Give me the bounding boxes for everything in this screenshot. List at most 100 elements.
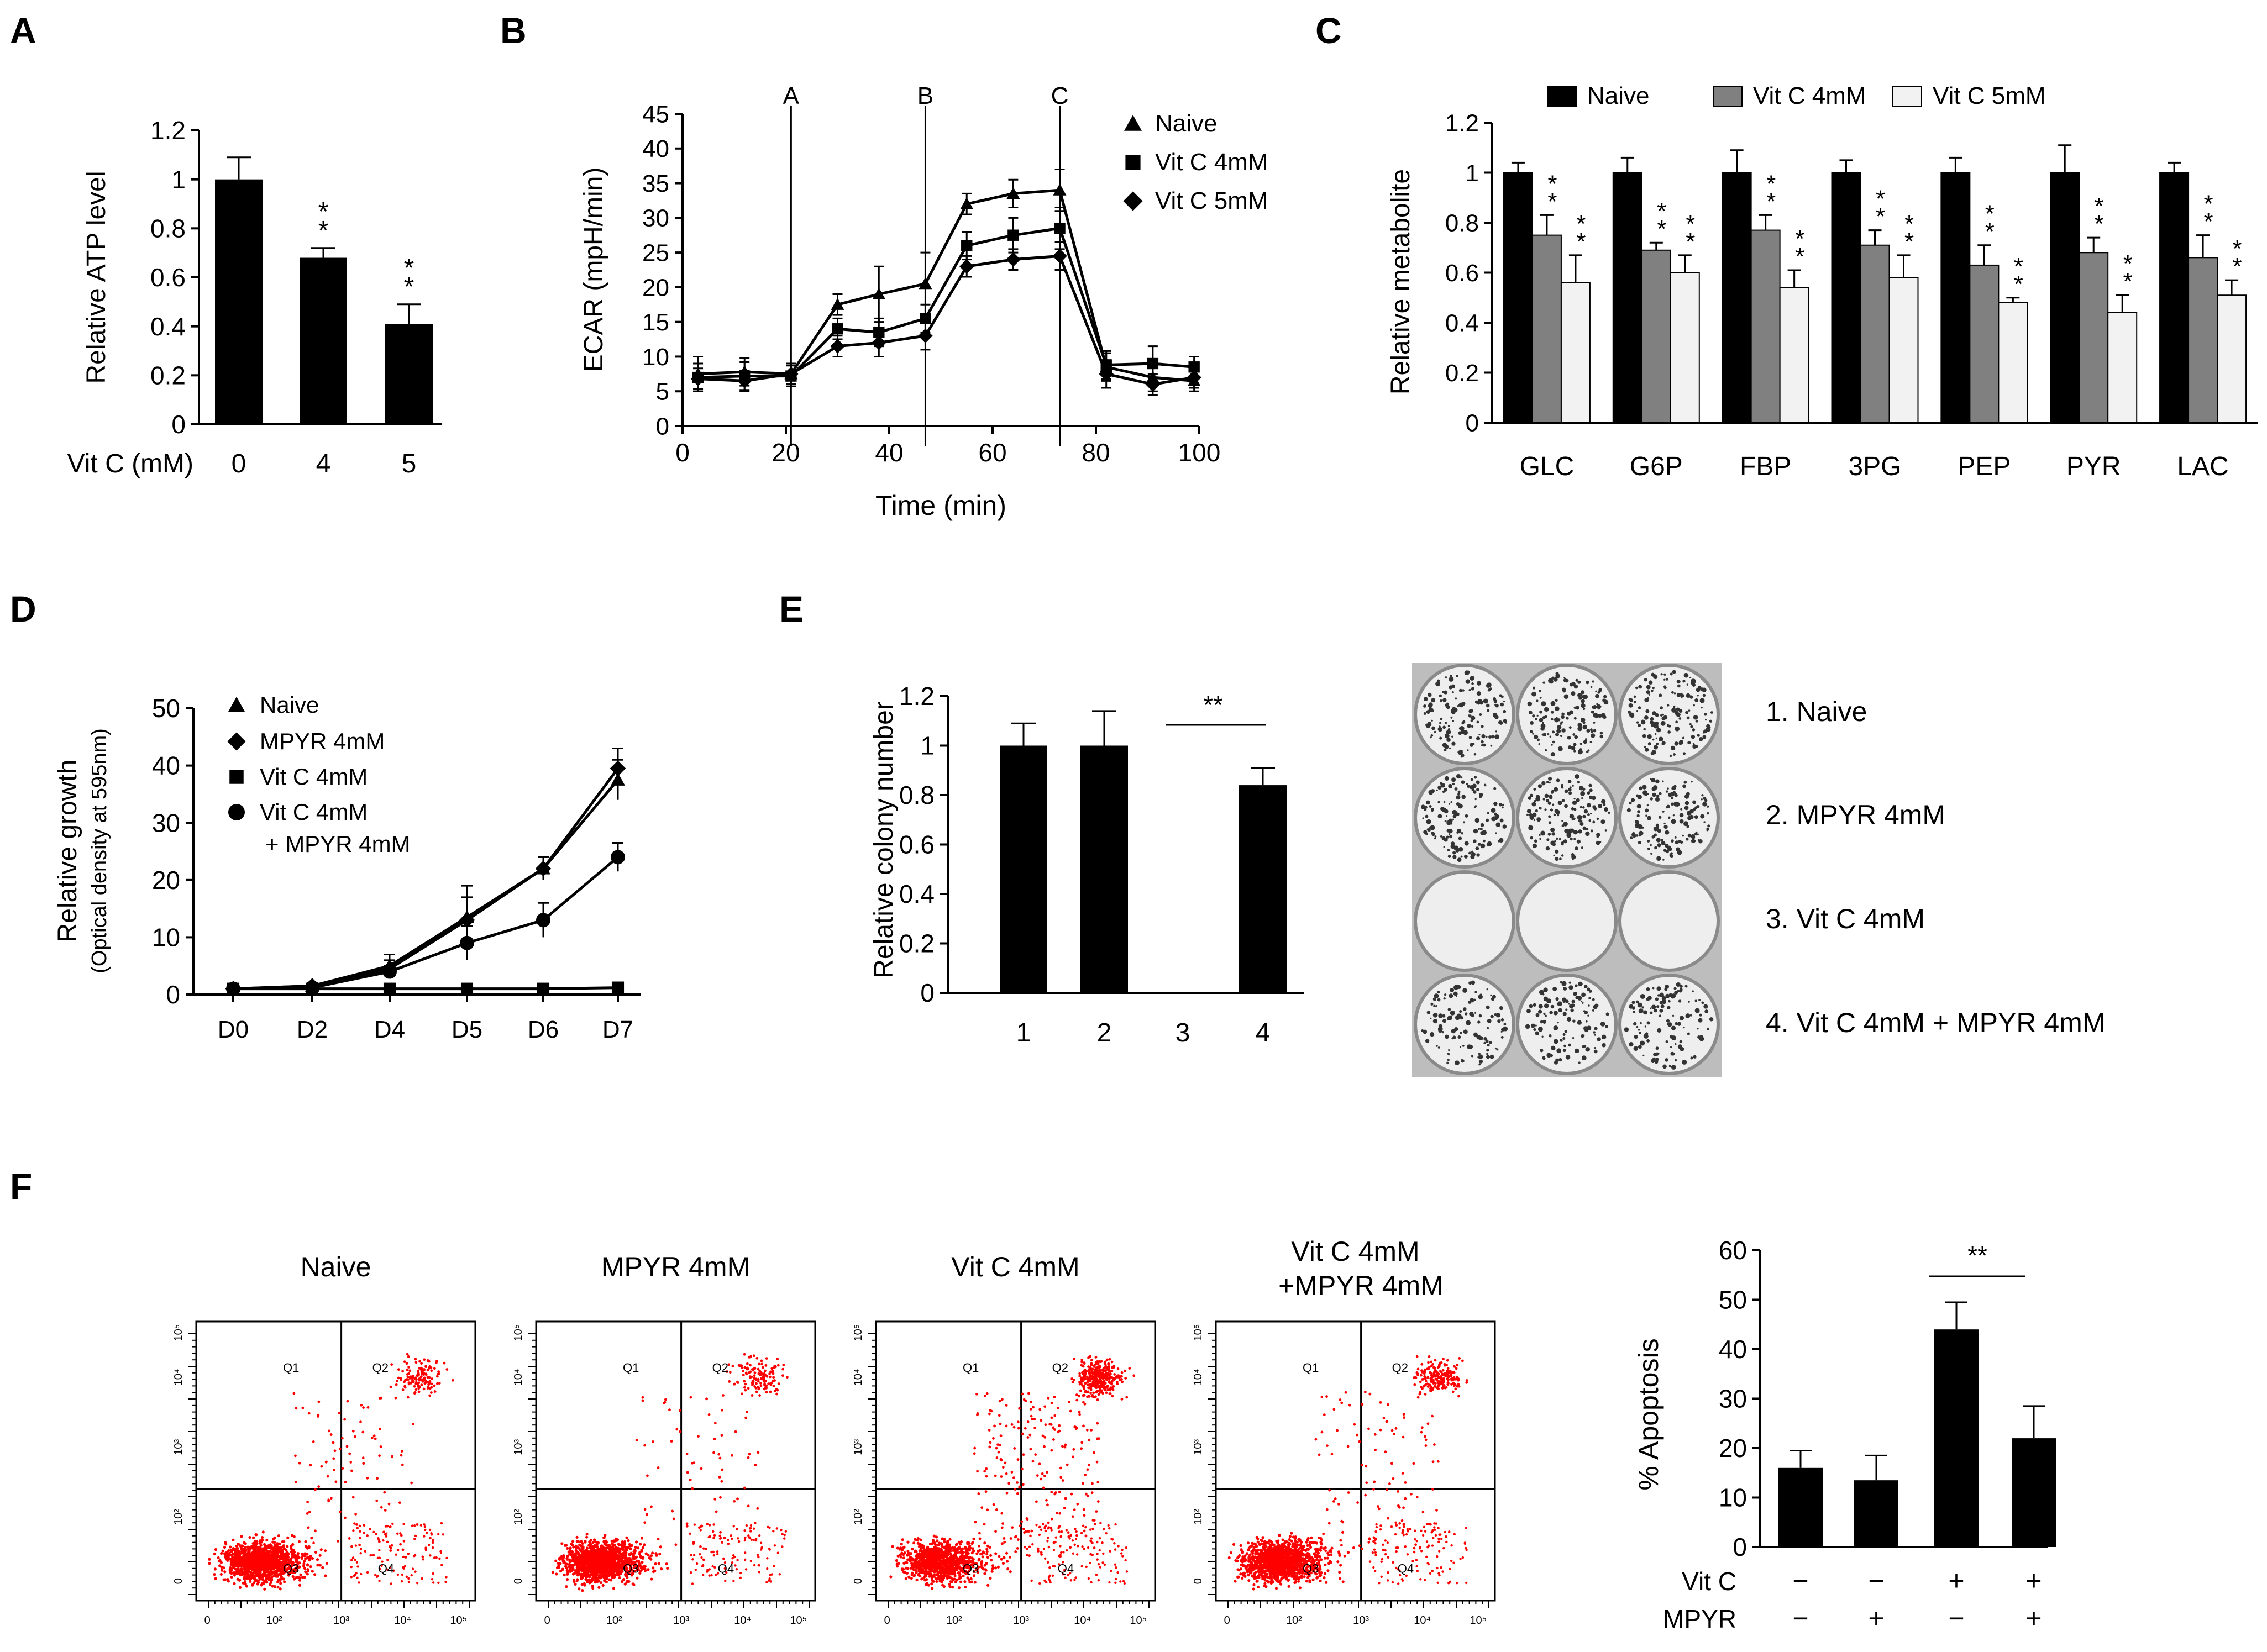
y-tick-label: 0 (166, 980, 180, 1009)
data-point (1187, 370, 1201, 385)
cell-point (378, 1580, 381, 1582)
cell-point (220, 1565, 223, 1569)
colony (1551, 744, 1553, 746)
cell-point (341, 1467, 344, 1470)
cell-point (632, 1583, 636, 1587)
cell-point (250, 1545, 254, 1548)
cell-point (391, 1522, 394, 1525)
cell-point (290, 1555, 294, 1559)
cell-point (389, 1566, 391, 1570)
colony (1595, 690, 1597, 692)
cell-point (443, 1361, 446, 1365)
colony (1584, 985, 1588, 989)
cell-point (399, 1532, 402, 1535)
cell-point (569, 1546, 572, 1550)
cell-point (386, 1525, 389, 1528)
cell-point (424, 1548, 427, 1551)
cell-point (298, 1579, 302, 1582)
y-axis-subtitle: (Optical density at 595nm) (88, 728, 111, 974)
colony (1562, 687, 1566, 692)
colony (1647, 734, 1652, 739)
cell-point (585, 1562, 589, 1566)
cell-point (351, 1429, 355, 1433)
cell-point (243, 1541, 246, 1544)
cell-point (233, 1582, 236, 1586)
cell-point (411, 1375, 414, 1377)
colony (1592, 998, 1595, 1001)
colony (1463, 854, 1468, 859)
cell-point (432, 1541, 434, 1544)
cell-point (248, 1535, 251, 1539)
colony (1637, 1002, 1642, 1008)
cell-point (258, 1549, 261, 1553)
colony (1473, 828, 1478, 834)
bar (1831, 172, 1861, 423)
cell-point (344, 1481, 347, 1484)
colony (1702, 802, 1707, 807)
cell-point (294, 1480, 297, 1483)
cell-point (408, 1369, 412, 1372)
colony (1581, 1055, 1587, 1061)
colony (1575, 706, 1579, 710)
colony (1647, 839, 1650, 843)
colony (1564, 1030, 1567, 1033)
cell-point (350, 1576, 353, 1579)
significance-star: * (2014, 253, 2023, 280)
colony (1601, 1034, 1607, 1040)
cell-point (555, 1572, 558, 1576)
colony (1684, 801, 1689, 806)
cell-point (240, 1556, 243, 1560)
colony (1566, 717, 1569, 720)
cell-point (283, 1580, 286, 1583)
colony (1667, 730, 1671, 734)
colony (1630, 836, 1633, 840)
cell-point (628, 1556, 631, 1560)
cell-point (616, 1573, 619, 1577)
cell-point (276, 1542, 279, 1545)
colony (1476, 691, 1481, 696)
data-point (305, 980, 319, 995)
colony (1704, 1009, 1709, 1013)
colony (1478, 792, 1483, 797)
colony (1682, 1060, 1687, 1065)
colony (1633, 1006, 1635, 1009)
colony (1603, 715, 1607, 719)
colony (1461, 832, 1463, 835)
atp-level-chart: 00.20.40.60.811.20 4**5**Vit C (mM)Relati… (67, 116, 442, 478)
cell-point (429, 1366, 433, 1369)
colony (1675, 720, 1678, 724)
significance-star: * (1904, 228, 1914, 255)
colony (1486, 703, 1490, 708)
plate (1519, 874, 1614, 969)
cell-point (303, 1566, 307, 1570)
colony (1550, 827, 1555, 832)
colony (1500, 1030, 1503, 1033)
colony (1597, 1037, 1601, 1041)
cell-point (227, 1555, 230, 1559)
cell-point (611, 1565, 614, 1569)
colony (1528, 711, 1533, 714)
cell-point (600, 1554, 604, 1558)
cell-point (607, 1578, 611, 1581)
error-bar (1730, 149, 1744, 173)
cell-point (557, 1561, 560, 1565)
colony (1577, 1020, 1582, 1025)
colony (1492, 995, 1496, 999)
plate (1519, 977, 1614, 1072)
x-tick-label: 5 (402, 449, 417, 478)
cell-point (383, 1491, 386, 1494)
cell-point (208, 1562, 211, 1565)
plate (1621, 667, 1717, 762)
bar (1779, 287, 1809, 424)
y-tick-label: 0 (172, 1578, 185, 1584)
cell-point (300, 1556, 303, 1560)
cell-point (437, 1581, 440, 1585)
colony (1702, 687, 1707, 692)
colony (1659, 706, 1663, 710)
colony (1591, 796, 1596, 801)
colony (1626, 808, 1631, 813)
colony (1424, 808, 1427, 811)
colony (1545, 846, 1550, 851)
cell-point (306, 1564, 309, 1567)
